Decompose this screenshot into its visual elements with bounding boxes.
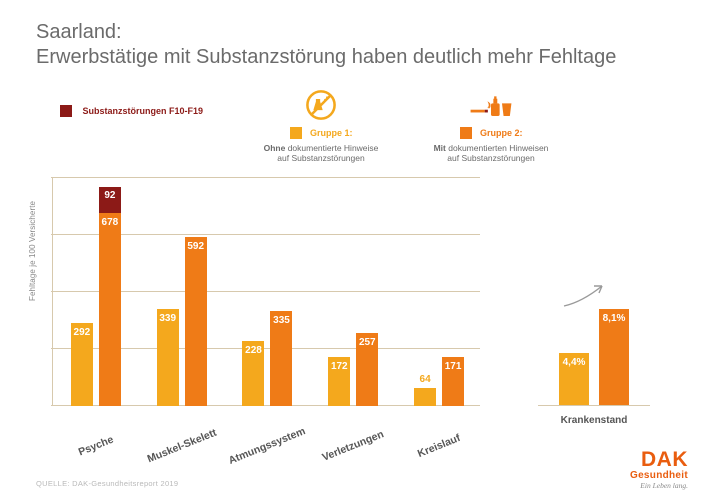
logo-slogan: Ein Leben lang. [630,481,688,490]
category-group: 64171Kreislauf [396,178,482,406]
bar-value: 592 [187,241,204,252]
bar-g2: 335 [270,311,292,406]
bar-g1: 292 [71,323,93,406]
title-line2: Erwerbstätige mit Substanzstörung haben … [36,46,616,68]
title-line1: Saarland: [36,21,122,43]
y-axis-label: Fehltage je 100 Versicherte [28,201,37,301]
bar-g2: 171 [442,357,464,406]
chart-categories: 29292678Psyche339592Muskel-Skelett228335… [53,178,482,406]
category-label: Verletzungen [321,428,386,464]
bar-value: 228 [245,345,262,356]
dak-logo: DAK Gesundheit Ein Leben lang. [630,451,688,490]
bar-g1: 339 [157,309,179,406]
category-group: 339592Muskel-Skelett [139,178,225,406]
bar-value: 172 [331,361,348,372]
trend-arrow-icon [562,280,614,310]
no-substance-icon [236,88,406,122]
kr-bar-g1: 4,4% [559,353,589,405]
bar-g1: 172 [328,357,350,406]
swatch-f10 [60,105,72,117]
bar-g1: 228 [242,341,264,406]
category-group: 29292678Psyche [53,178,139,406]
kr-val-g2: 8,1% [603,313,626,324]
bar-value: 257 [359,337,376,348]
legend-g1-name: Gruppe 1: [310,128,353,138]
bar-value: 335 [273,315,290,326]
bar-value: 678 [102,217,119,228]
source-line: QUELLE: DAK-Gesundheitsreport 2019 [36,479,178,488]
legend: Substanzstörungen F10-F19 Gruppe 1: Ohne… [36,88,676,160]
logo-main: DAK [630,451,688,470]
legend-group1: Gruppe 1: Ohne dokumentierte Hinweise au… [236,88,406,163]
main-chart: 29292678Psyche339592Muskel-Skelett228335… [52,178,482,406]
bar-value: 171 [445,361,462,372]
bar-value: 92 [104,190,115,201]
bar-value: 339 [159,313,176,324]
chart-title: Saarland: Erwerbstätige mit Substanzstör… [36,20,616,70]
category-label: Psyche [77,434,116,459]
legend-g2-desc: Mit dokumentierten Hinweisen auf Substan… [406,143,576,163]
bar-g2: 592 [185,237,207,406]
category-label: Muskel-Skelett [145,427,218,466]
with-substance-icon [406,88,576,122]
category-group: 228335Atmungssystem [225,178,311,406]
category-group: 172257Verletzungen [310,178,396,406]
bar-f10-stack: 92 [99,187,121,213]
logo-sub: Gesundheit [630,470,688,481]
legend-g2-name: Gruppe 2: [480,128,523,138]
legend-f10-label: Substanzstörungen F10-F19 [82,106,203,116]
legend-g1-desc: Ohne dokumentierte Hinweise auf Substanz… [236,143,406,163]
kr-val-g1: 4,4% [563,357,586,368]
bar-g2: 92 678 [99,187,121,406]
category-label: Kreislauf [416,432,462,460]
krankenstand-chart: 4,4% 8,1% Krankenstand [538,286,650,406]
legend-group2: Gruppe 2: Mit dokumentierten Hinweisen a… [406,88,576,163]
kr-bar-g2: 8,1% [599,309,629,405]
swatch-g2 [460,127,472,139]
swatch-g1 [290,127,302,139]
bar-value: 292 [74,327,91,338]
bar-g2: 257 [356,333,378,406]
bar-g1: 64 [414,388,436,406]
legend-f10: Substanzstörungen F10-F19 [60,102,203,120]
category-label: Atmungssystem [227,425,307,467]
bar-value: 64 [420,374,431,385]
krankenstand-label: Krankenstand [561,415,628,426]
